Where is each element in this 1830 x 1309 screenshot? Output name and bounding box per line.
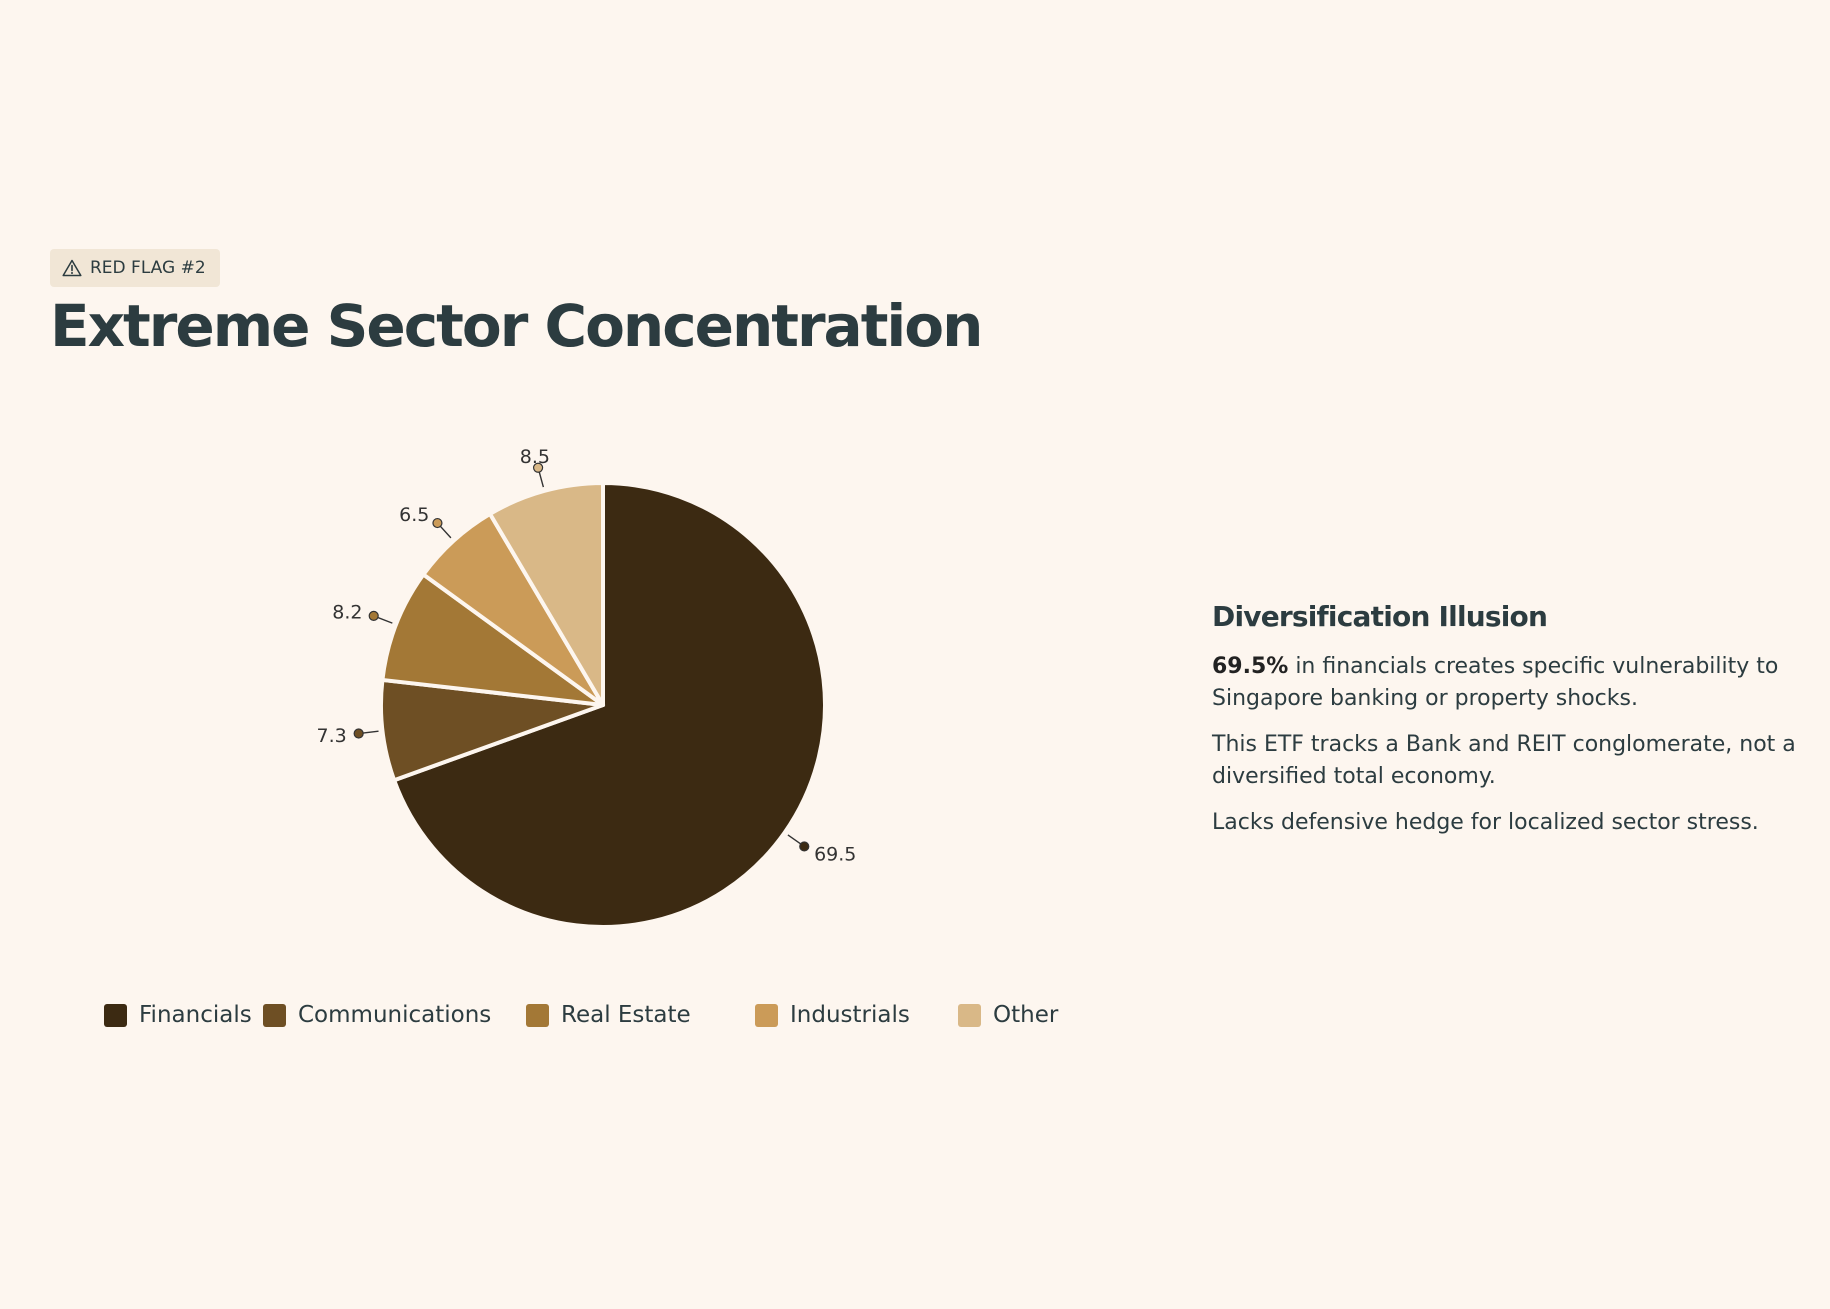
data-label-real-estate: 8.2 <box>332 602 362 624</box>
page-title: Extreme Sector Concentration <box>50 292 983 360</box>
legend-swatch-industrials <box>755 1003 778 1027</box>
insight-paragraph-3: Lacks defensive hedge for localized sect… <box>1212 810 1759 835</box>
insight-highlight: 69.5% <box>1212 654 1289 679</box>
leader-dot-communications <box>353 728 364 739</box>
red-flag-label: RED FLAG #2 <box>90 258 206 278</box>
data-label-other: 8.5 <box>520 446 550 468</box>
legend-item-financials[interactable]: Financials <box>104 1002 252 1028</box>
chart-legend: Financials Communications Real Estate In… <box>0 1002 1100 1032</box>
insight-heading: Diversification Illusion <box>1212 600 1548 633</box>
insight-paragraph-2: This ETF tracks a Bank and REIT conglome… <box>1212 732 1796 789</box>
insight-paragraph-1-text: in financials creates specific vulnerabi… <box>1212 654 1779 711</box>
data-label-communications: 7.3 <box>317 725 347 747</box>
legend-item-industrials[interactable]: Industrials <box>755 1002 910 1028</box>
legend-label-real-estate: Real Estate <box>561 1002 691 1028</box>
data-label-financials: 69.5 <box>814 843 856 865</box>
legend-label-other: Other <box>993 1002 1059 1028</box>
data-label-industrials: 6.5 <box>399 504 429 526</box>
leader-dot-industrials <box>432 517 443 529</box>
insight-panel: Diversification Illusion 69.5% in financ… <box>1212 600 1802 853</box>
legend-swatch-other <box>958 1003 981 1027</box>
insight-paragraph-1: 69.5% in financials creates specific vul… <box>1212 651 1802 715</box>
red-flag-badge: RED FLAG #2 <box>50 249 220 287</box>
pie-slice-real-estate[interactable] <box>380 572 605 707</box>
legend-label-communications: Communications <box>298 1002 492 1028</box>
warning-triangle-icon <box>62 259 82 277</box>
pie-slice-other[interactable] <box>487 481 605 707</box>
legend-swatch-communications <box>263 1003 286 1027</box>
legend-label-industrials: Industrials <box>790 1002 910 1028</box>
legend-swatch-real-estate <box>526 1003 549 1027</box>
leader-dot-other <box>532 462 544 473</box>
legend-label-financials: Financials <box>139 1002 252 1028</box>
legend-item-communications[interactable]: Communications <box>263 1002 491 1028</box>
legend-item-real-estate[interactable]: Real Estate <box>526 1002 691 1028</box>
pie-slice-financials[interactable] <box>392 481 827 929</box>
leader-dot-real-estate <box>368 610 379 621</box>
leader-dot-financials <box>799 841 810 852</box>
legend-swatch-financials <box>104 1003 127 1027</box>
legend-item-other[interactable]: Other <box>958 1002 1058 1028</box>
